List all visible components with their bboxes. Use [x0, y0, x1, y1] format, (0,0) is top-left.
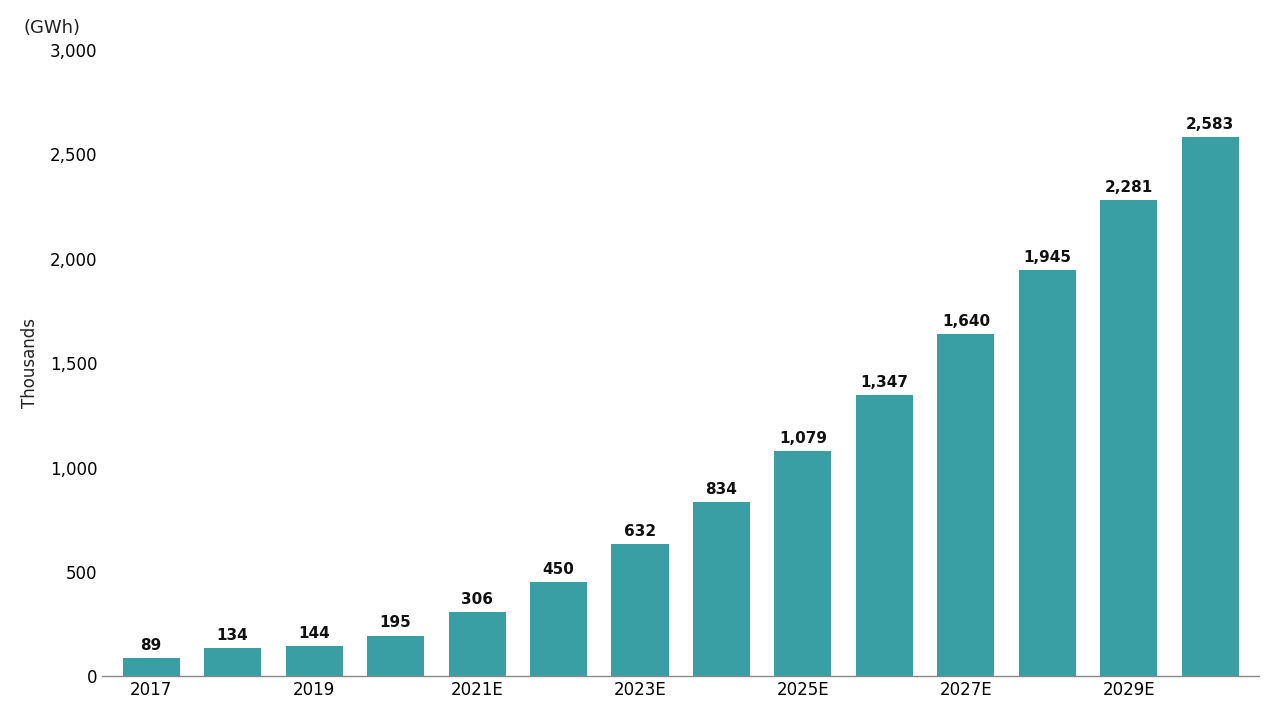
Text: 834: 834 [705, 482, 737, 497]
Y-axis label: Thousands: Thousands [20, 318, 38, 408]
Text: 1,079: 1,079 [780, 431, 827, 446]
Text: 195: 195 [380, 616, 411, 631]
Bar [204, 648, 261, 676]
Bar [856, 395, 913, 676]
Text: 450: 450 [543, 562, 575, 577]
Text: 306: 306 [461, 592, 493, 607]
Bar [530, 582, 588, 676]
Text: 1,640: 1,640 [942, 314, 989, 328]
Bar [937, 334, 995, 676]
Text: 134: 134 [216, 628, 248, 643]
Bar [285, 647, 343, 676]
Bar [448, 613, 506, 676]
Bar [1101, 200, 1157, 676]
Text: 89: 89 [141, 637, 161, 652]
Text: (GWh): (GWh) [23, 19, 81, 37]
Bar [612, 544, 668, 676]
Bar [367, 636, 424, 676]
Text: 1,945: 1,945 [1023, 250, 1071, 265]
Text: 2,281: 2,281 [1105, 180, 1153, 195]
Bar [1181, 137, 1239, 676]
Bar [1019, 270, 1076, 676]
Text: 632: 632 [623, 524, 657, 539]
Bar [123, 658, 179, 676]
Bar [692, 502, 750, 676]
Text: 2,583: 2,583 [1187, 117, 1234, 132]
Text: 1,347: 1,347 [860, 375, 909, 390]
Bar [774, 451, 832, 676]
Text: 144: 144 [298, 626, 330, 641]
